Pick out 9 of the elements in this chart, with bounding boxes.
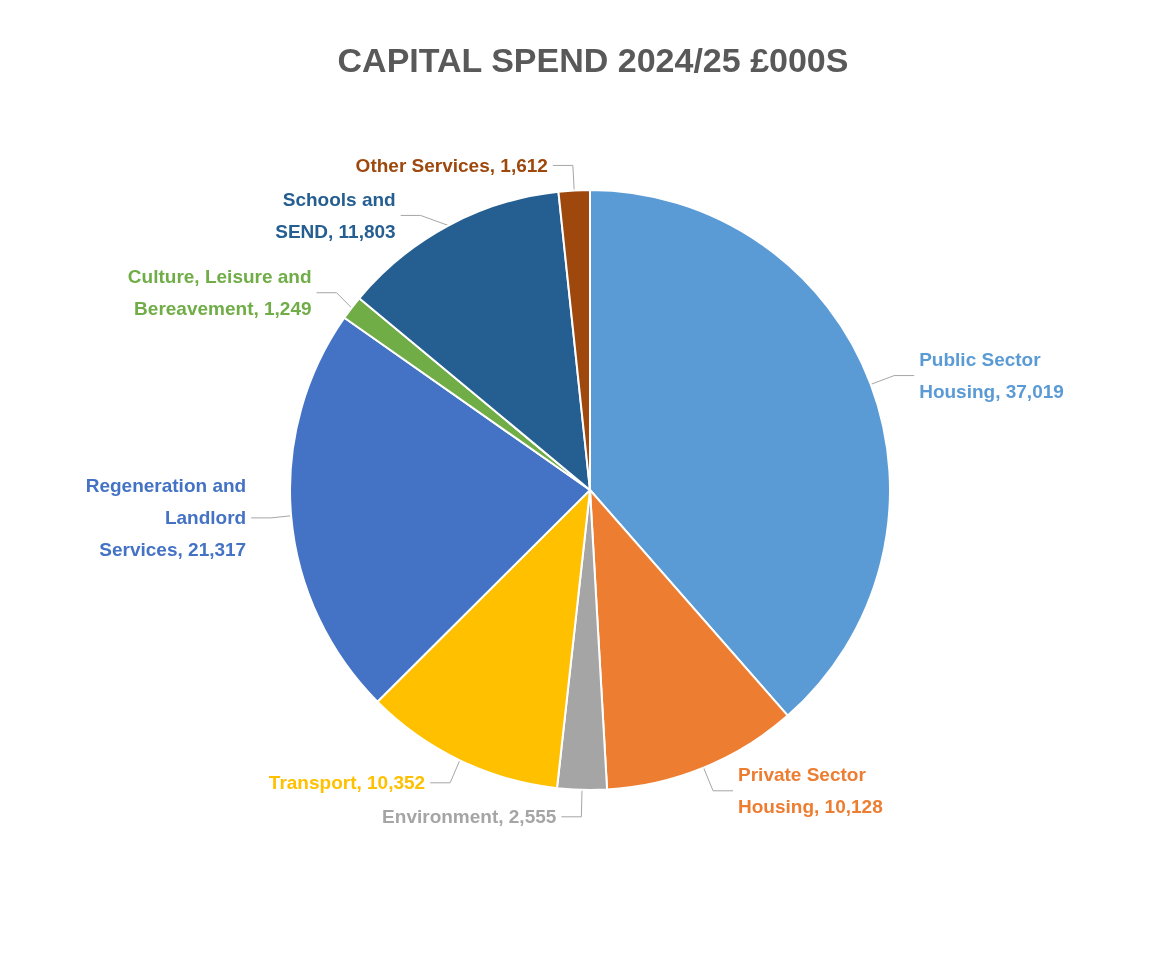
slice-label: Other Services, 1,612: [355, 154, 548, 176]
slice-label: Culture, Leisure and Bereavement, 1,249: [127, 266, 312, 320]
slice-label: Private Sector Housing, 10,128: [738, 764, 883, 818]
slice-label: Public Sector Housing, 37,019: [919, 349, 1064, 403]
slice-label: Regeneration and Landlord Services, 21,317: [85, 475, 247, 561]
slice-label: Schools and SEND, 11,803: [275, 188, 396, 242]
chart-title: CAPITAL SPEND 2024/25 £000S: [337, 41, 849, 79]
slice-label: Environment, 2,555: [382, 806, 557, 828]
slice-label: Transport, 10,352: [268, 772, 426, 794]
